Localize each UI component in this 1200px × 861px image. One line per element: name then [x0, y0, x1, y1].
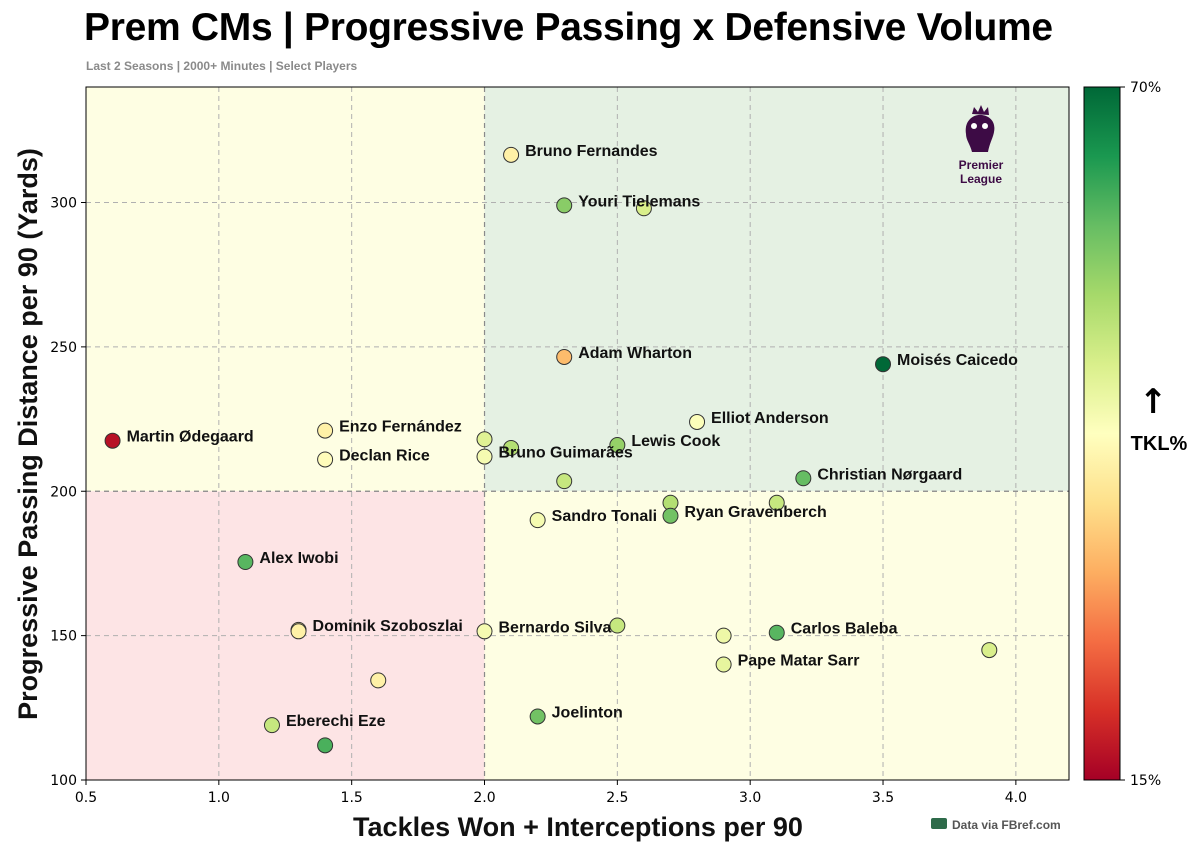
data-point: [981, 642, 998, 659]
data-point: [476, 431, 493, 448]
x-tick-label: 3.5: [872, 790, 894, 806]
data-point: [715, 656, 732, 673]
point-label: Sandro Tonali: [552, 508, 657, 525]
x-tick-label: 3.0: [739, 790, 761, 806]
x-tick-label: 2.5: [606, 790, 628, 806]
data-point: [503, 439, 520, 456]
x-tick-label: 4.0: [1005, 790, 1027, 806]
data-point: [556, 197, 573, 214]
point-label: Lewis Cook: [631, 433, 720, 450]
x-tick-label: 0.5: [75, 790, 97, 806]
point-label: Eberechi Eze: [286, 713, 386, 730]
point-label: Moisés Caicedo: [897, 352, 1018, 369]
data-point: [768, 494, 785, 511]
grid-lines: [85, 87, 1069, 781]
point-label: Alex Iwobi: [259, 550, 338, 567]
chart-subtitle: Last 2 Seasons | 2000+ Minutes | Select …: [86, 59, 358, 73]
point-label: Bruno Guimarães: [499, 445, 633, 462]
data-point: [768, 624, 785, 641]
plot-frame: [85, 86, 1070, 781]
data-point: [715, 627, 732, 644]
data-point: [104, 432, 121, 449]
data-point: [317, 422, 334, 439]
point-label: Ryan Gravenberch: [684, 504, 826, 521]
data-point: [795, 470, 812, 487]
axes: 0.5 1.0 1.5 2.0 2.5 3.0 3.5 4.0 100 150 200 250 300: [50, 86, 1070, 806]
data-source: Data via FBref.com: [931, 818, 1061, 832]
y-tick-label: 300: [50, 196, 77, 212]
data-point: [476, 448, 493, 465]
crown-icon: [972, 105, 989, 115]
chart-title: Prem CMs | Progressive Passing x Defensi…: [84, 6, 1053, 49]
point-label: Adam Wharton: [578, 345, 692, 362]
data-point: [317, 451, 334, 468]
arrow-up-icon: ↑: [1139, 382, 1168, 422]
fbref-icon: [931, 818, 947, 829]
data-point: [635, 200, 652, 217]
quadrant-top-left: [86, 87, 485, 492]
logo-text-line-1: Premier: [959, 158, 1004, 172]
data-point: [875, 356, 892, 373]
premier-league-logo: Premier League: [959, 105, 1004, 186]
data-point: [689, 413, 706, 430]
data-point: [263, 717, 280, 734]
y-tick-label: 150: [50, 629, 77, 645]
data-point: [609, 437, 626, 454]
point-label: Carlos Baleba: [791, 621, 898, 638]
x-tick-label: 1.5: [341, 790, 363, 806]
data-point: [556, 348, 573, 365]
point-label: Enzo Fernández: [339, 419, 462, 436]
point-label: Pape Matar Sarr: [738, 653, 860, 670]
data-points: [104, 146, 998, 754]
data-point: [476, 623, 493, 640]
colorbar: 70% 15% ↑ TKL%: [1083, 80, 1188, 789]
x-axis-label: Tackles Won + Interceptions per 90: [353, 812, 803, 842]
point-label: Joelinton: [552, 704, 623, 721]
data-point: [503, 146, 520, 163]
data-point: [609, 617, 626, 634]
data-point: [237, 553, 254, 570]
point-label: Christian Nørgaard: [817, 466, 962, 483]
y-axis-label: Progressive Passing Distance per 90 (Yar…: [13, 148, 43, 720]
y-tick-label: 250: [50, 340, 77, 356]
data-point: [317, 737, 334, 754]
colorbar-max-label: 70%: [1130, 80, 1161, 96]
point-labels: Bruno Fernandes Youri Tielemans Adam Whart…: [127, 143, 1019, 730]
data-point: [370, 672, 387, 689]
point-label: Youri Tielemans: [578, 193, 700, 210]
data-point: [290, 623, 307, 640]
logo-text-line-2: League: [960, 172, 1002, 186]
data-point: [662, 507, 679, 524]
data-point: [556, 473, 573, 490]
source-text: Data via FBref.com: [952, 818, 1061, 832]
quadrant-top-right: [484, 87, 1069, 492]
data-point: [529, 512, 546, 529]
point-label: Bernardo Silva: [499, 619, 612, 636]
x-tick-label: 1.0: [208, 790, 230, 806]
y-tick-label: 200: [50, 484, 77, 500]
point-label: Martin Ødegaard: [127, 429, 254, 446]
point-label: Dominik Szoboszlai: [313, 618, 463, 635]
point-label: Bruno Fernandes: [525, 143, 658, 160]
y-tick-label: 100: [50, 773, 77, 789]
point-label: Declan Rice: [339, 447, 430, 464]
colorbar-min-label: 15%: [1130, 773, 1161, 789]
colorbar-label: TKL%: [1131, 433, 1188, 455]
x-tick-label: 2.0: [473, 790, 495, 806]
point-label: Elliot Anderson: [711, 410, 829, 427]
data-point: [529, 708, 546, 725]
